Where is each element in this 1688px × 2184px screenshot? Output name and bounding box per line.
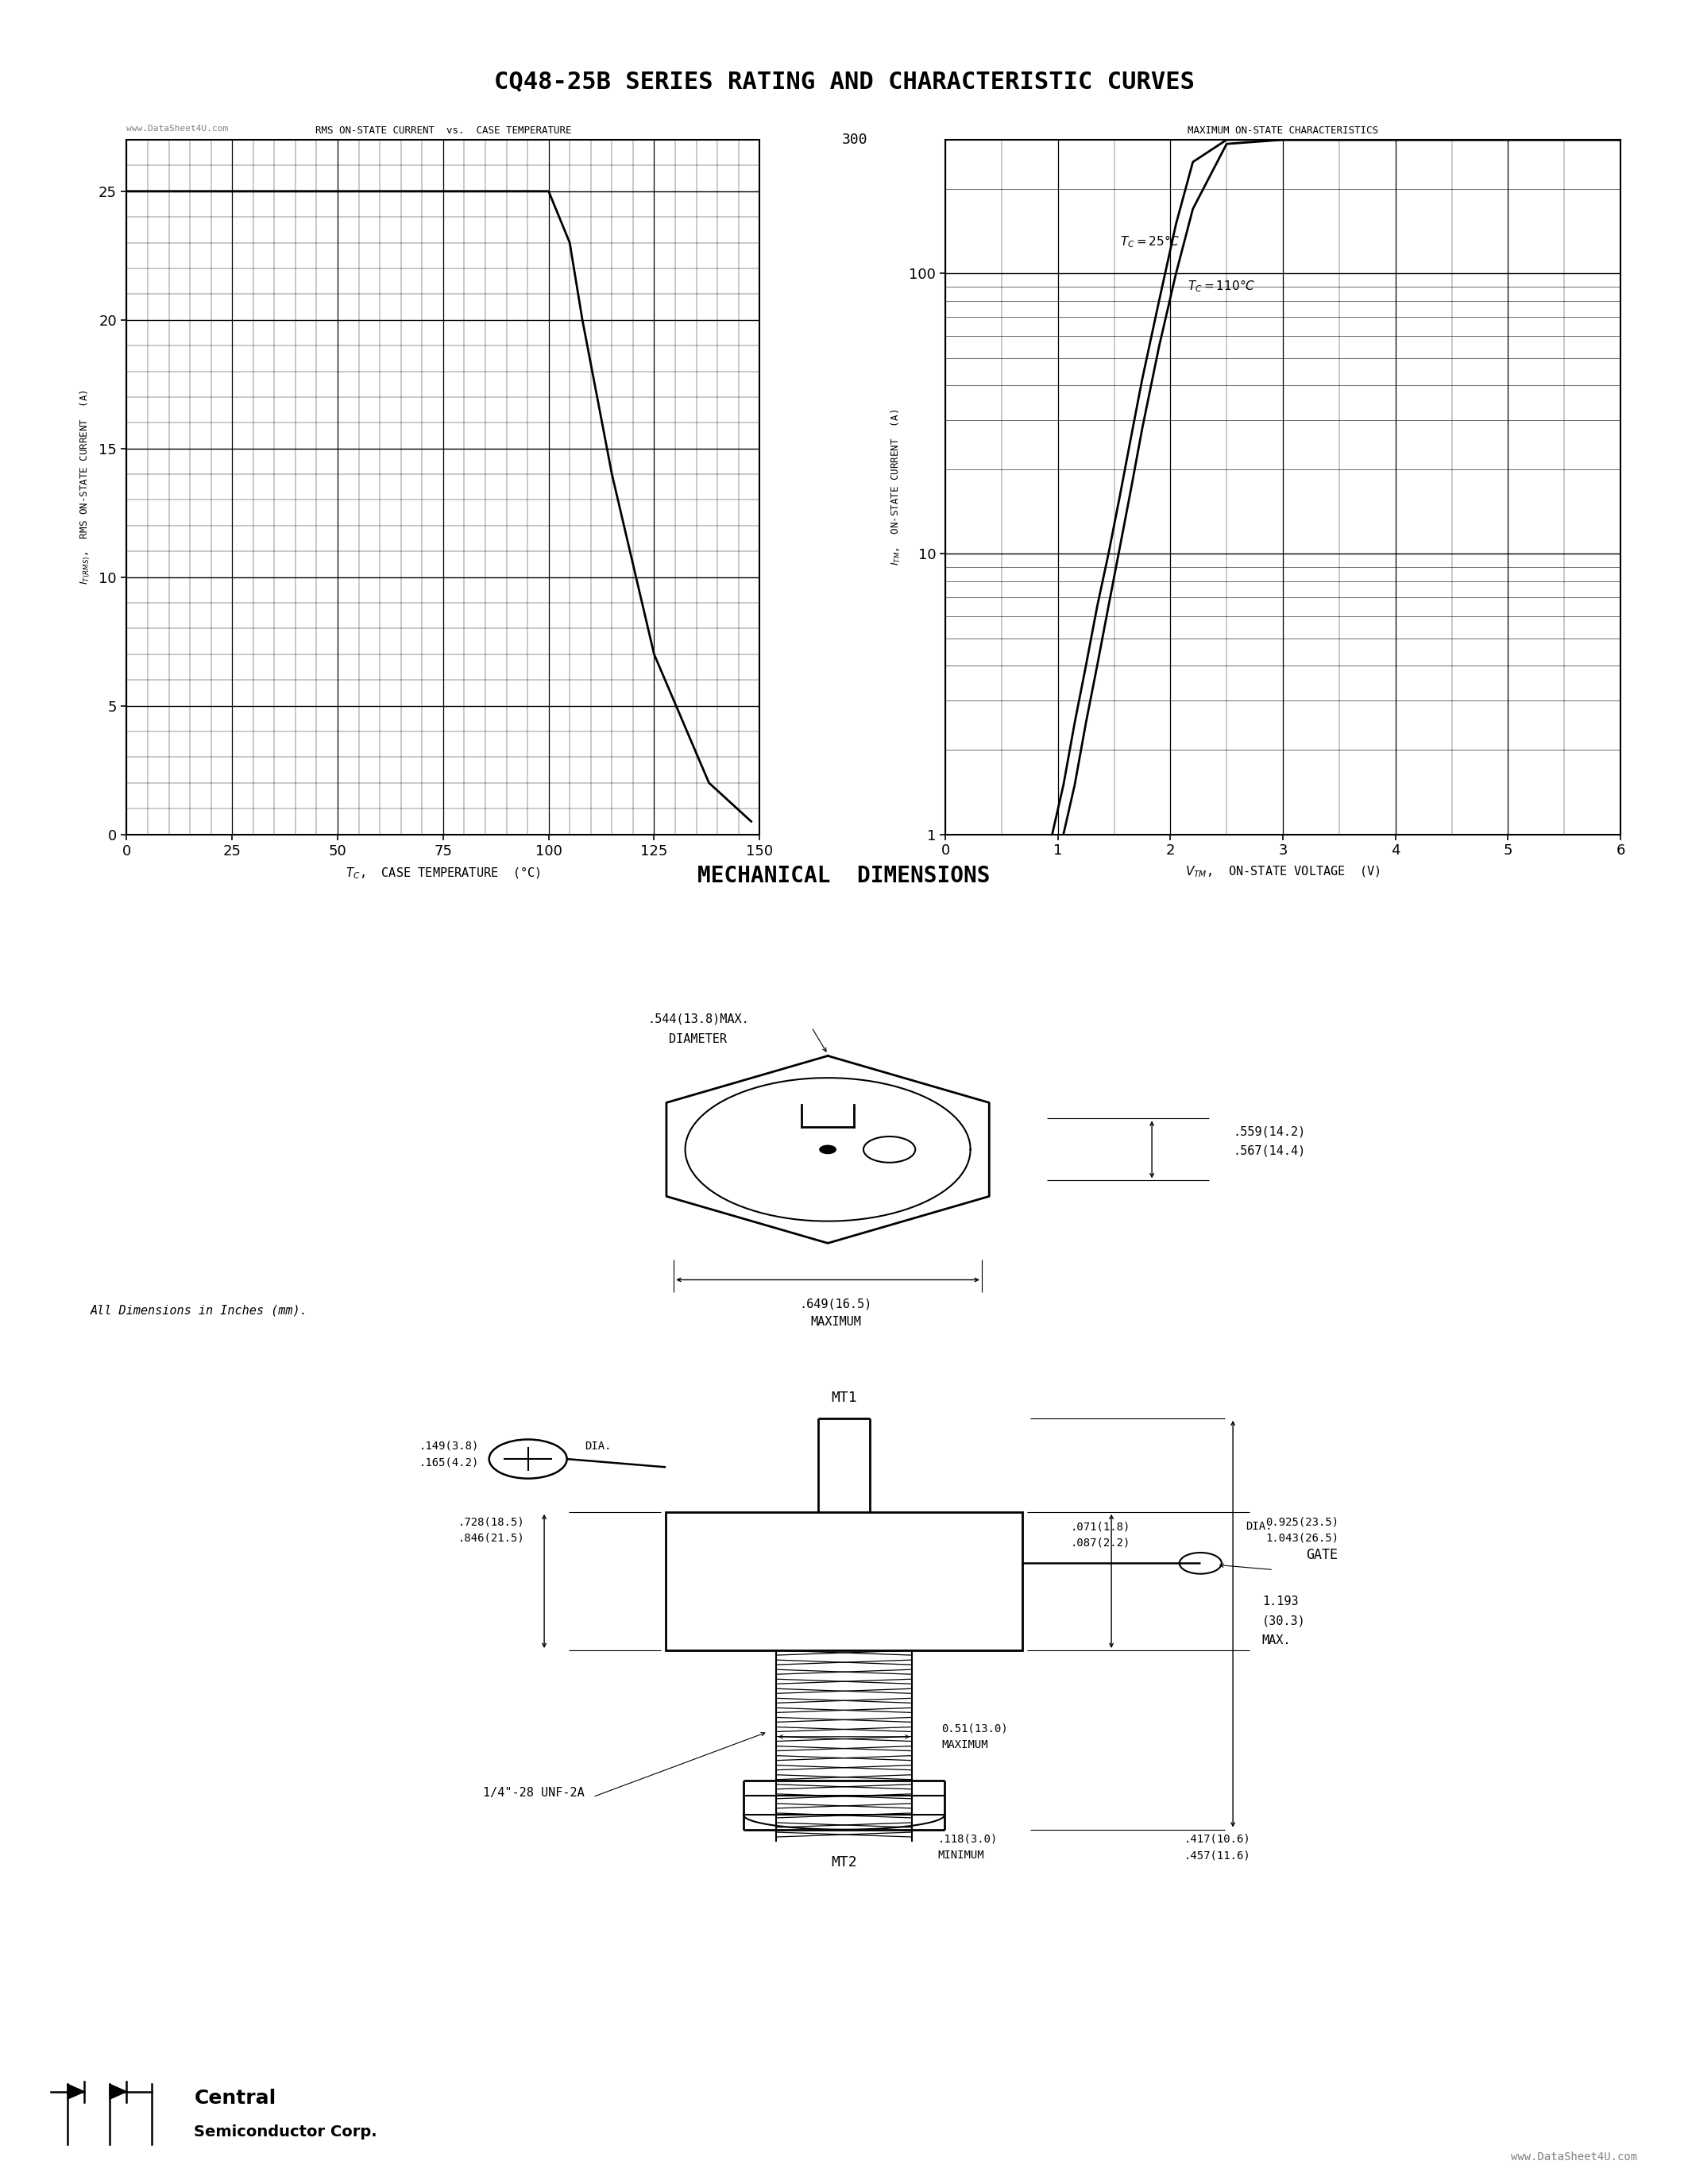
Polygon shape (110, 2084, 127, 2099)
Text: $T_C=25°C$: $T_C=25°C$ (1119, 234, 1180, 249)
Y-axis label: $I_{TM}$,  ON-STATE CURRENT  (A): $I_{TM}$, ON-STATE CURRENT (A) (890, 408, 903, 566)
Text: .417(10.6): .417(10.6) (1185, 1835, 1251, 1845)
Text: DIA.: DIA. (1246, 1520, 1273, 1533)
Text: MT1: MT1 (830, 1391, 858, 1404)
Text: 1.193: 1.193 (1263, 1597, 1298, 1607)
Text: Semiconductor Corp.: Semiconductor Corp. (194, 2125, 378, 2140)
Bar (665, 1511, 1023, 1651)
Text: 1.043(26.5): 1.043(26.5) (1266, 1533, 1339, 1544)
Text: .149(3.8): .149(3.8) (420, 1441, 479, 1452)
Text: www.DataSheet4U.com: www.DataSheet4U.com (127, 124, 228, 133)
Title: RMS ON-STATE CURRENT  vs.  CASE TEMPERATURE: RMS ON-STATE CURRENT vs. CASE TEMPERATUR… (316, 124, 571, 135)
Text: MAX.: MAX. (1263, 1634, 1291, 1647)
Text: DIAMETER: DIAMETER (668, 1033, 728, 1046)
Text: www.DataSheet4U.com: www.DataSheet4U.com (1511, 2151, 1637, 2162)
Text: MT2: MT2 (830, 1854, 858, 1870)
Text: 300: 300 (842, 133, 868, 146)
Polygon shape (68, 2084, 84, 2099)
Circle shape (820, 1144, 836, 1153)
Text: .559(14.2): .559(14.2) (1232, 1125, 1305, 1138)
X-axis label: $T_C$,  CASE TEMPERATURE  (°C): $T_C$, CASE TEMPERATURE (°C) (346, 865, 540, 880)
Text: 0.925(23.5): 0.925(23.5) (1266, 1516, 1339, 1527)
Text: .544(13.8)MAX.: .544(13.8)MAX. (648, 1013, 749, 1024)
Text: CQ48-25B SERIES RATING AND CHARACTERISTIC CURVES: CQ48-25B SERIES RATING AND CHARACTERISTI… (493, 70, 1195, 94)
Text: All Dimensions in Inches (mm).: All Dimensions in Inches (mm). (91, 1304, 307, 1317)
Text: (30.3): (30.3) (1263, 1616, 1305, 1627)
Text: .649(16.5): .649(16.5) (800, 1297, 873, 1310)
Text: .567(14.4): .567(14.4) (1232, 1144, 1305, 1158)
X-axis label: $V_{TM}$,  ON-STATE VOLTAGE  (V): $V_{TM}$, ON-STATE VOLTAGE (V) (1185, 865, 1381, 880)
Text: Central: Central (194, 2088, 277, 2108)
Text: .728(18.5): .728(18.5) (457, 1516, 525, 1527)
Text: DIA.: DIA. (584, 1441, 611, 1452)
Title: MAXIMUM ON-STATE CHARACTERISTICS: MAXIMUM ON-STATE CHARACTERISTICS (1188, 124, 1377, 135)
Text: MECHANICAL  DIMENSIONS: MECHANICAL DIMENSIONS (697, 865, 991, 887)
Text: MAXIMUM: MAXIMUM (942, 1738, 987, 1749)
Text: .846(21.5): .846(21.5) (457, 1533, 525, 1544)
Text: .087(2.2): .087(2.2) (1070, 1538, 1131, 1548)
Text: MINIMUM: MINIMUM (939, 1850, 984, 1861)
Text: 1/4"-28 UNF-2A: 1/4"-28 UNF-2A (483, 1787, 584, 1800)
Text: .165(4.2): .165(4.2) (420, 1457, 479, 1468)
Text: .118(3.0): .118(3.0) (939, 1835, 998, 1845)
Text: 0.51(13.0): 0.51(13.0) (942, 1723, 1008, 1734)
Text: .457(11.6): .457(11.6) (1185, 1850, 1251, 1861)
Text: .071(1.8): .071(1.8) (1070, 1520, 1131, 1533)
Text: MAXIMUM: MAXIMUM (810, 1317, 861, 1328)
Y-axis label: $I_{T(RMS)}$,  RMS ON-STATE CURRENT  (A): $I_{T(RMS)}$, RMS ON-STATE CURRENT (A) (78, 389, 91, 585)
Text: $T_C=110°C$: $T_C=110°C$ (1187, 280, 1254, 295)
Text: GATE: GATE (1307, 1548, 1337, 1562)
